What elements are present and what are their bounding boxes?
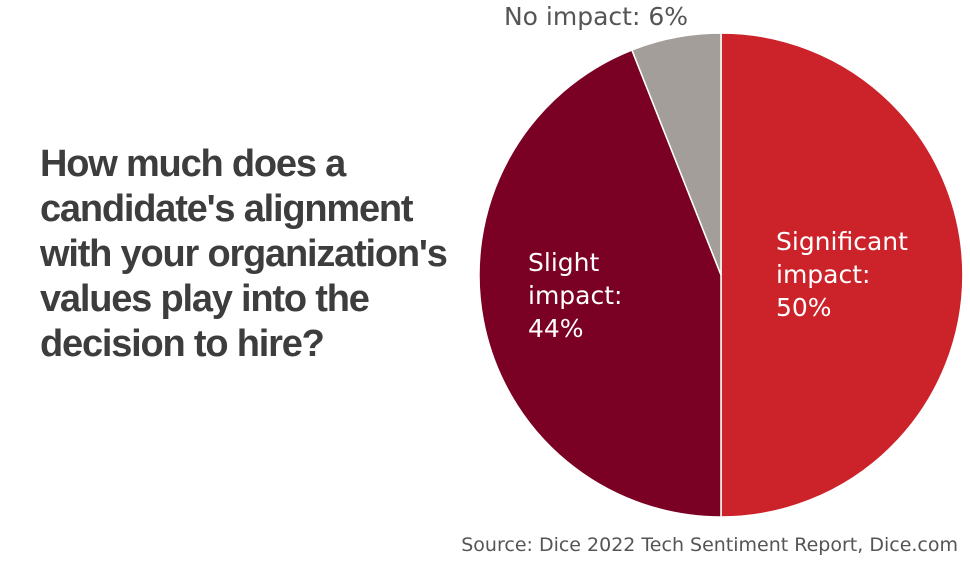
slice-label-no-impact: No impact: 6%	[504, 2, 688, 31]
pie-slice-significant-impact	[720, 32, 964, 518]
pie-slice-slight-impact	[478, 49, 722, 518]
source-note: Source: Dice 2022 Tech Sentiment Report,…	[461, 534, 958, 556]
pie-slice-no-impact	[630, 32, 722, 276]
slice-label-slight-impact: Slight impact: 44%	[528, 248, 622, 343]
chart-title: How much does a candidate's alignment wi…	[40, 143, 448, 365]
slice-label-significant-impact: Significant impact: 50%	[776, 227, 908, 322]
